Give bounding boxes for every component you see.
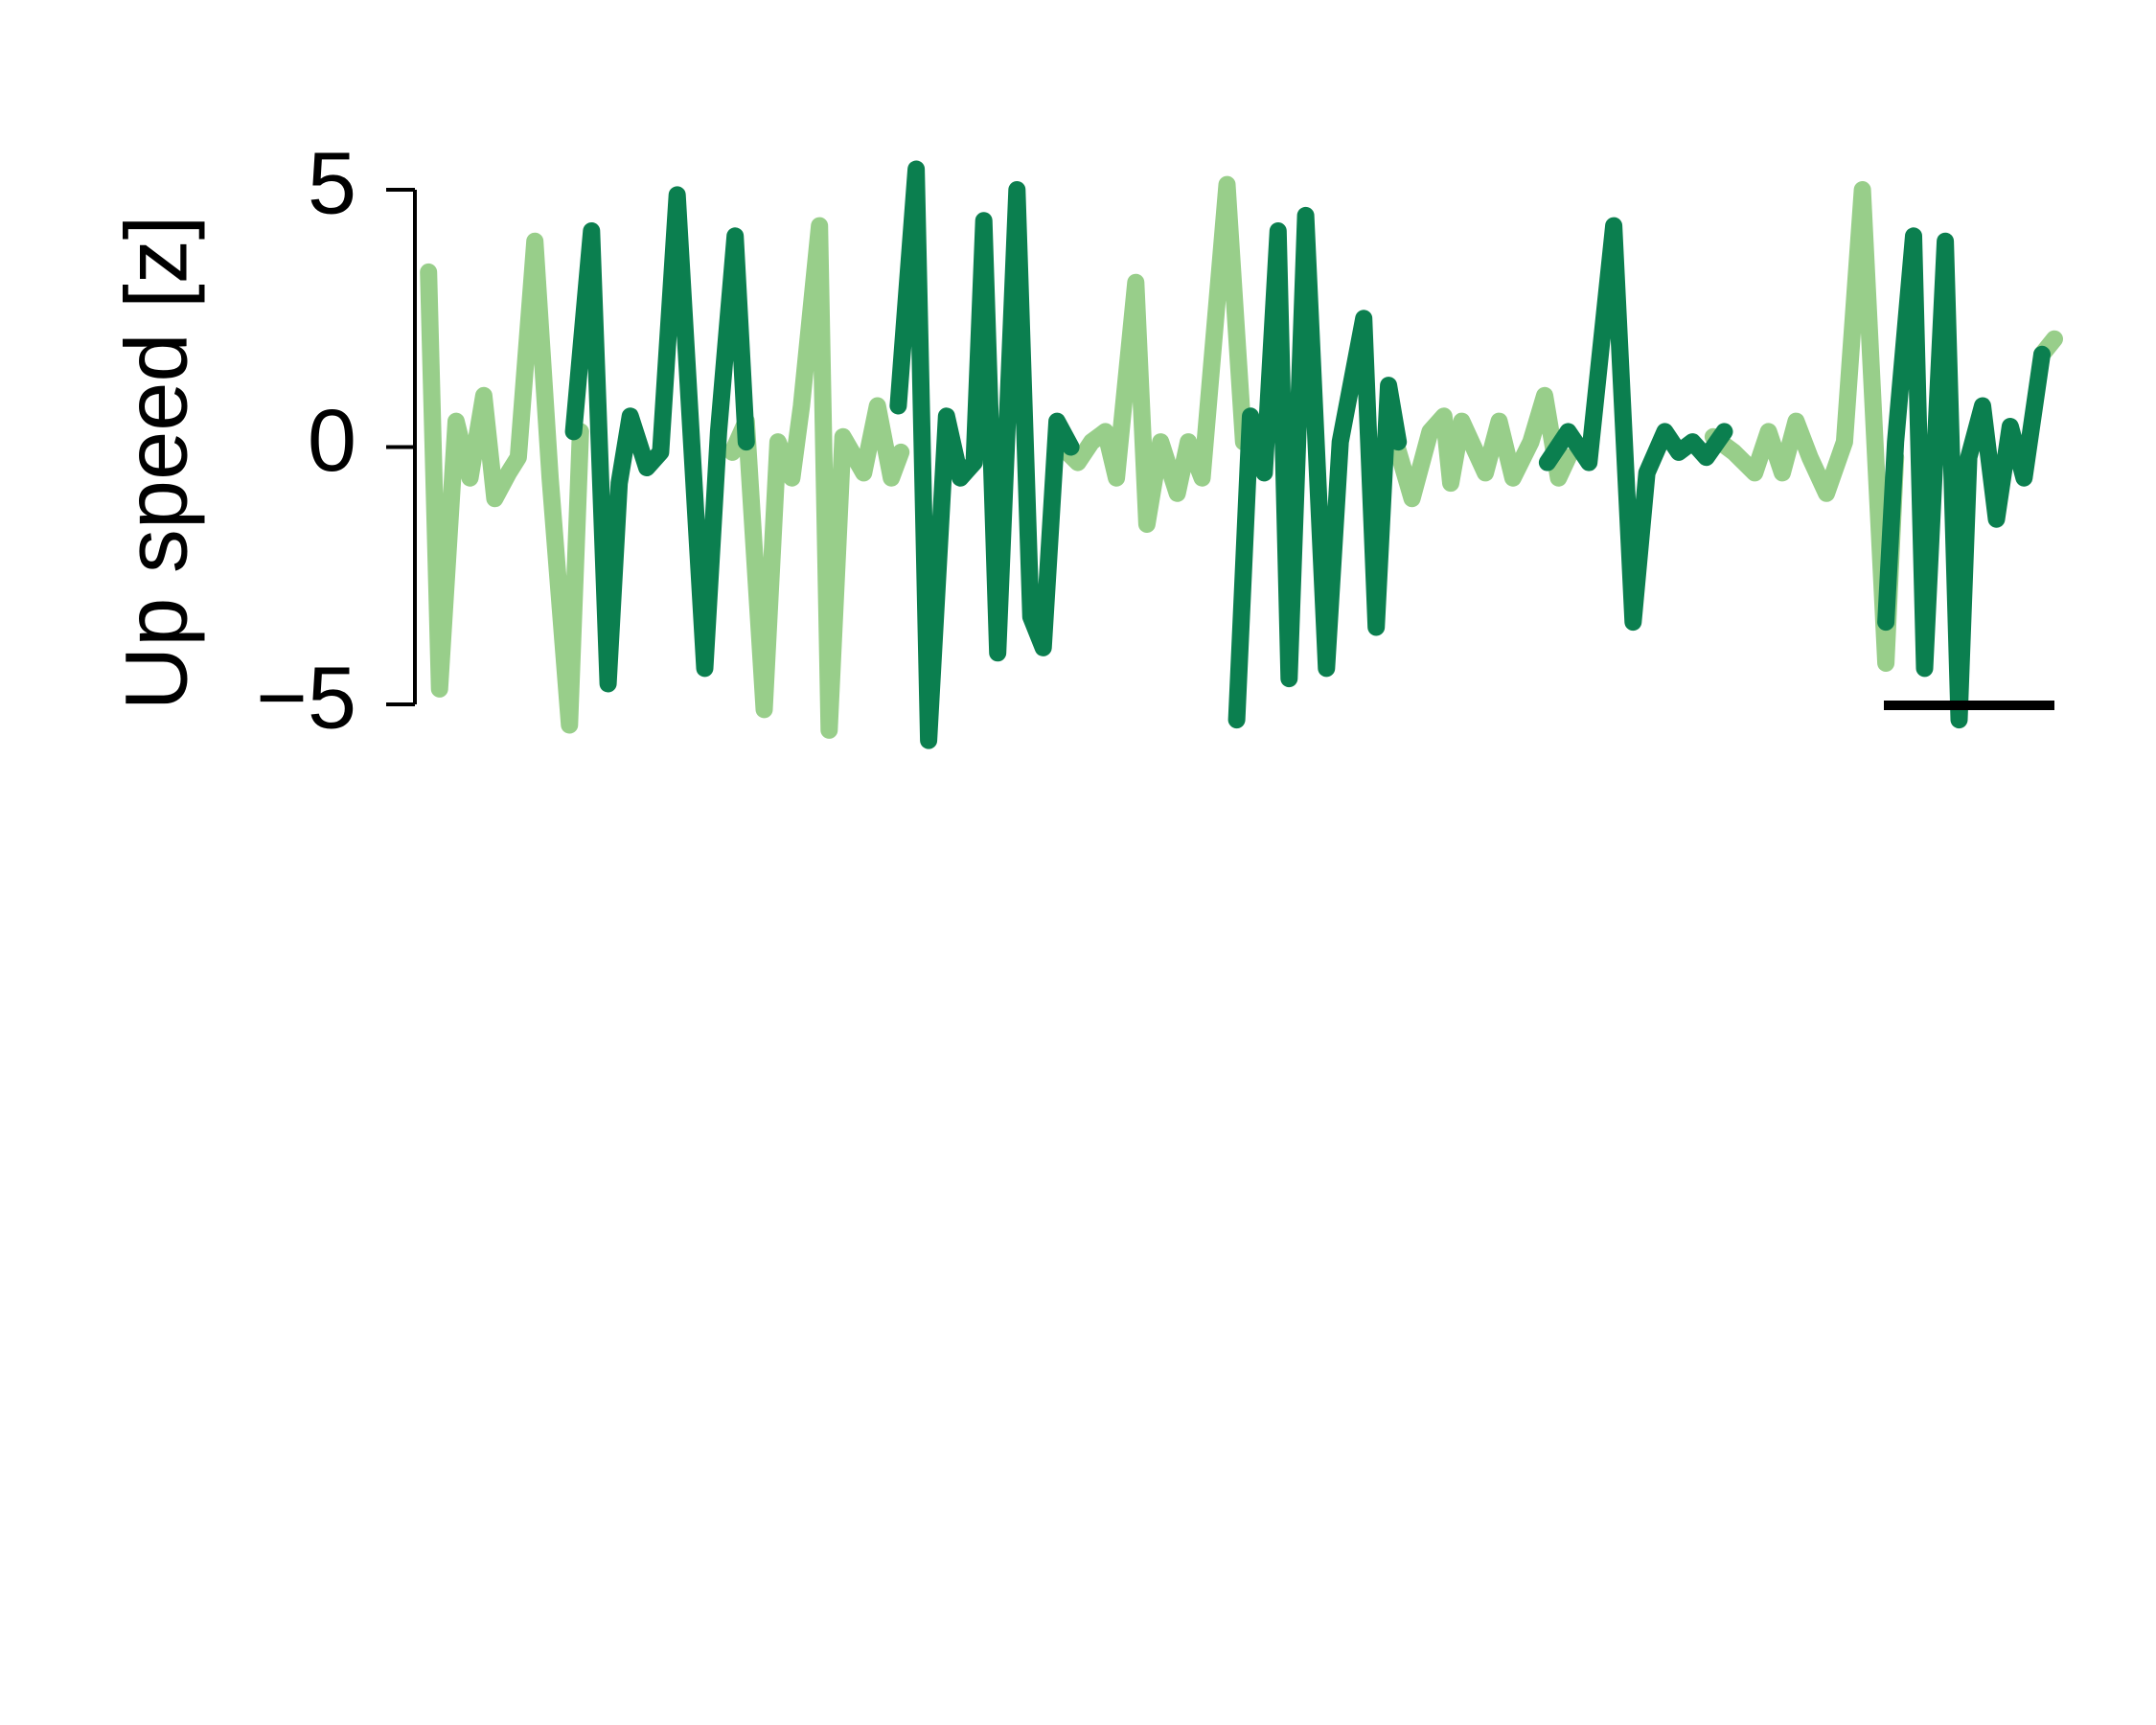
y-tick-label: −5 <box>256 649 356 747</box>
series-line <box>420 175 2063 739</box>
series-line <box>564 160 2051 749</box>
y-tick-label: 5 <box>308 134 356 232</box>
y-axis-label: Up speed [z] <box>107 216 205 711</box>
y-tick-label: 0 <box>308 392 356 490</box>
